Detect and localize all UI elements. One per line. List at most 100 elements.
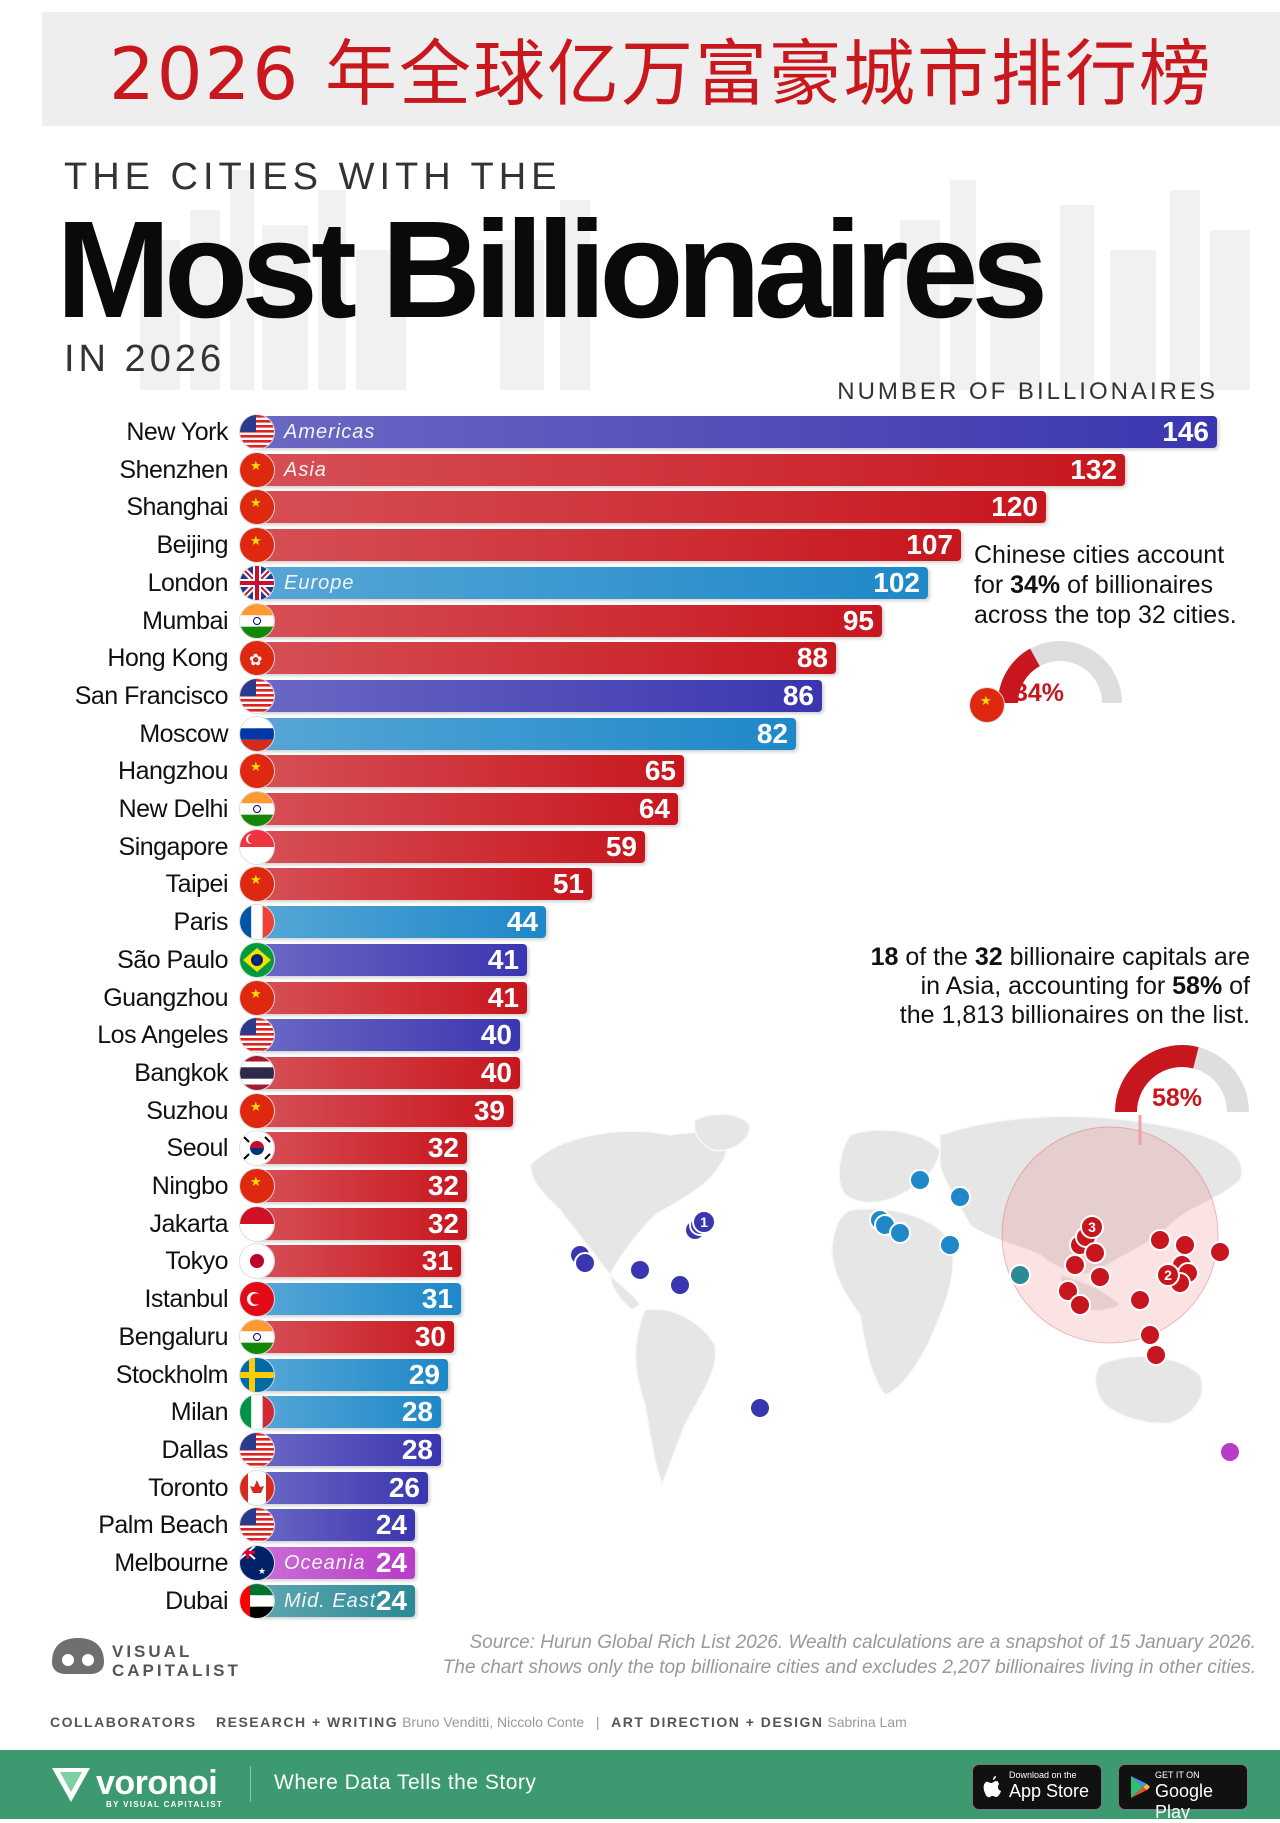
chart-row: San Francisco 86 bbox=[0, 678, 1280, 714]
city-label: Jakarta bbox=[149, 1210, 229, 1238]
city-label: San Francisco bbox=[74, 682, 229, 710]
svg-text:✿: ✿ bbox=[249, 650, 262, 669]
city-label: Moscow bbox=[139, 720, 228, 748]
flag-icon bbox=[240, 943, 274, 977]
credits: COLLABORATORS RESEARCH + WRITING Bruno V… bbox=[50, 1714, 907, 1730]
annotation-text: Chinese cities account bbox=[974, 541, 1225, 569]
bar bbox=[257, 944, 527, 976]
apple-icon bbox=[983, 1776, 1001, 1798]
city-dot bbox=[889, 1222, 911, 1244]
vc-line-2: CAPITALIST bbox=[112, 1661, 241, 1680]
bar bbox=[257, 1283, 461, 1315]
visual-capitalist-wordmark: VISUAL CAPITALIST bbox=[112, 1642, 241, 1680]
gauge-label: 58% bbox=[1152, 1084, 1203, 1112]
bar-value-label: 102 bbox=[873, 567, 920, 598]
bar-value-label: 28 bbox=[401, 1434, 433, 1465]
annotation-text: billionaire capitals are bbox=[1002, 943, 1250, 971]
city-dot bbox=[1139, 1324, 1161, 1346]
gauge-asia bbox=[1115, 1045, 1249, 1113]
city-dot bbox=[1009, 1264, 1031, 1286]
bar bbox=[257, 1472, 428, 1504]
bar-value-label: 24 bbox=[375, 1585, 407, 1616]
flag-icon bbox=[240, 679, 274, 713]
bar bbox=[257, 868, 592, 900]
flag-icon bbox=[240, 1395, 274, 1429]
bar bbox=[257, 1396, 441, 1428]
north-america-shape bbox=[529, 1130, 727, 1277]
central-america-shape bbox=[608, 1272, 641, 1311]
annotation-line: the 1,813 billionaires on the list. bbox=[900, 1000, 1250, 1030]
gauge-fill bbox=[997, 648, 1041, 704]
design-names: Sabrina Lam bbox=[827, 1714, 907, 1730]
bar-value-label: 44 bbox=[506, 906, 538, 937]
city-label: Bengaluru bbox=[118, 1323, 229, 1351]
city-label: Mumbai bbox=[142, 607, 228, 635]
city-dot bbox=[574, 1252, 596, 1274]
flag-icon: ★ bbox=[240, 490, 274, 524]
bar bbox=[257, 605, 882, 637]
bar bbox=[257, 1132, 467, 1164]
city-label: New York bbox=[126, 418, 228, 446]
bar-value-label: 32 bbox=[427, 1208, 459, 1239]
chart-row: Suzhou ★ 39 bbox=[0, 1093, 1280, 1129]
city-label: Melbourne bbox=[114, 1549, 228, 1577]
bar bbox=[257, 1585, 415, 1617]
google-play-button[interactable]: GET IT ON Google Play bbox=[1118, 1764, 1248, 1822]
annotation-text: of bbox=[1222, 972, 1250, 1000]
city-dot bbox=[1069, 1294, 1091, 1316]
svg-text:★: ★ bbox=[250, 496, 262, 511]
chart-row: Hong Kong ✿ 88 bbox=[0, 640, 1280, 676]
bar bbox=[257, 1208, 467, 1240]
chart-row: New Delhi 64 bbox=[0, 791, 1280, 827]
bar bbox=[257, 416, 1217, 448]
annotation-line: in Asia, accounting for 58% of bbox=[921, 971, 1250, 1001]
chart-row: Guangzhou ★ 41 bbox=[0, 980, 1280, 1016]
pre-title: THE CITIES WITH THE bbox=[64, 156, 562, 198]
bar-value-label: 64 bbox=[638, 793, 670, 824]
rank-marker bbox=[692, 1210, 716, 1234]
source-note: Source: Hurun Global Rich List 2026. Wea… bbox=[443, 1630, 1256, 1680]
chart-row: Shanghai ★ 120 bbox=[0, 489, 1280, 525]
chart-row: Beijing ★ 107 bbox=[0, 527, 1280, 563]
flag-icon bbox=[240, 1131, 274, 1165]
flag-icon bbox=[240, 415, 274, 449]
bar bbox=[257, 529, 961, 561]
chart-row: São Paulo 41 bbox=[0, 942, 1280, 978]
app-store-button[interactable]: Download on the App Store bbox=[972, 1764, 1102, 1810]
bar-value-label: 29 bbox=[408, 1359, 440, 1390]
flag-icon: ★ bbox=[240, 1169, 274, 1203]
city-label: London bbox=[147, 569, 229, 597]
google-play-label: Google Play bbox=[1155, 1781, 1214, 1822]
rank-marker bbox=[1080, 1215, 1104, 1239]
source-line-1: Source: Hurun Global Rich List 2026. Wea… bbox=[469, 1632, 1256, 1653]
annotation-emphasis: 32 bbox=[974, 943, 1003, 971]
city-label: Suzhou bbox=[146, 1097, 228, 1125]
bar bbox=[257, 755, 684, 787]
city-label: Singapore bbox=[118, 833, 229, 861]
skyline-background bbox=[140, 170, 1250, 390]
chart-row: London 102 bbox=[0, 565, 1280, 601]
city-dot bbox=[909, 1169, 931, 1191]
flag-icon: ★ bbox=[240, 453, 274, 487]
city-label: New Delhi bbox=[118, 795, 229, 823]
research-label: RESEARCH + WRITING bbox=[216, 1714, 399, 1730]
city-label: Ningbo bbox=[151, 1172, 229, 1200]
chart-row: Istanbul 31 bbox=[0, 1281, 1280, 1317]
flag-icon: ★ bbox=[240, 528, 274, 562]
gauge-label: 34% bbox=[1014, 679, 1065, 707]
bar-value-label: 107 bbox=[906, 529, 953, 560]
bar bbox=[257, 1321, 454, 1353]
bar-value-label: 65 bbox=[644, 755, 676, 786]
flag-icon bbox=[240, 1508, 274, 1542]
bar-value-label: 28 bbox=[401, 1396, 433, 1427]
voronoi-wordmark: voronoi bbox=[96, 1764, 218, 1802]
main-title: Most Billionaires bbox=[56, 193, 1048, 347]
google-play-icon bbox=[1131, 1776, 1150, 1798]
svg-text:★: ★ bbox=[250, 760, 262, 775]
city-dot bbox=[1057, 1280, 1079, 1302]
voronoi-tagline: Where Data Tells the Story bbox=[274, 1771, 537, 1794]
flag-icon: ★ bbox=[240, 1546, 274, 1580]
city-dot bbox=[1219, 1441, 1241, 1463]
bar-value-label: 41 bbox=[487, 944, 519, 975]
annotation-text: of the bbox=[898, 943, 975, 971]
